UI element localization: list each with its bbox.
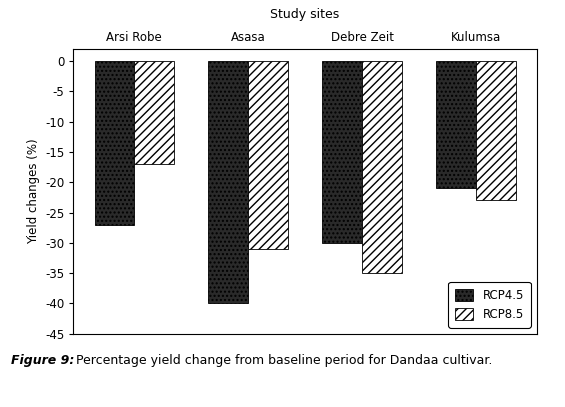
Y-axis label: Yield changes (%): Yield changes (%) xyxy=(27,138,40,244)
Bar xyxy=(134,61,174,164)
Title: Study sites: Study sites xyxy=(271,8,340,21)
Bar xyxy=(436,61,476,188)
Bar xyxy=(362,61,402,273)
Bar xyxy=(248,61,288,249)
Bar xyxy=(322,61,362,243)
Text: Percentage yield change from baseline period for Dandaa cultivar.: Percentage yield change from baseline pe… xyxy=(72,354,492,367)
Bar xyxy=(94,61,134,225)
Bar xyxy=(208,61,248,304)
Bar xyxy=(476,61,516,200)
Legend: RCP4.5, RCP8.5: RCP4.5, RCP8.5 xyxy=(448,282,531,328)
Text: Figure 9:: Figure 9: xyxy=(11,354,75,367)
